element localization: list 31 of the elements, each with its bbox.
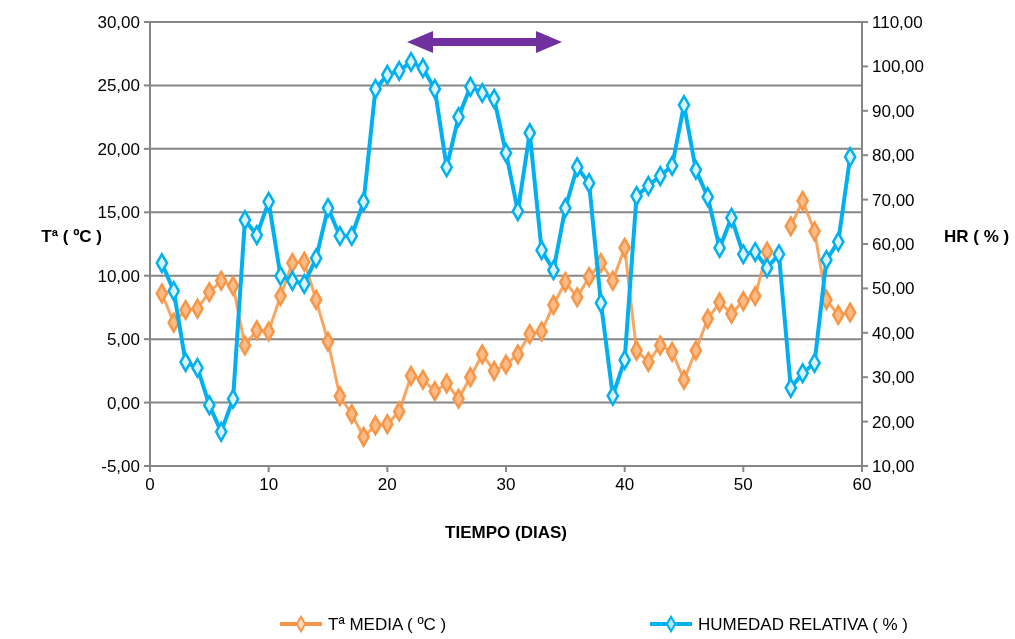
legend-label: Tª MEDIA ( ºC ) xyxy=(328,615,447,634)
x-tick-label: 60 xyxy=(852,475,872,494)
legend-label: HUMEDAD RELATIVA ( % ) xyxy=(698,615,909,634)
y-axis-title: Tª ( ºC ) xyxy=(41,227,102,246)
y2-tick-label: 110,00 xyxy=(872,12,923,32)
y2-tick-label: 90,00 xyxy=(872,101,915,121)
y-tick-label: 30,00 xyxy=(97,12,140,32)
y-tick-label: 20,00 xyxy=(97,139,140,159)
x-tick-label: 50 xyxy=(733,475,753,494)
y2-tick-label: 20,00 xyxy=(872,412,915,432)
y-tick-label: 10,00 xyxy=(97,266,140,286)
y2-tick-label: 30,00 xyxy=(872,368,915,388)
y-tick-label: 25,00 xyxy=(97,76,140,96)
y2-tick-label: 10,00 xyxy=(872,456,915,476)
y2-tick-label: 50,00 xyxy=(872,279,915,299)
y2-tick-label: 60,00 xyxy=(872,234,915,254)
y-tick-label: 15,00 xyxy=(97,203,140,223)
y2-tick-label: 100,00 xyxy=(872,57,924,77)
y-tick-label: 0,00 xyxy=(106,393,140,413)
y2-tick-label: 80,00 xyxy=(872,146,915,166)
x-tick-label: 0 xyxy=(145,475,155,494)
y2-tick-label: 70,00 xyxy=(872,190,915,210)
y-tick-label: -5,00 xyxy=(101,456,140,476)
y2-axis-title: HR ( % ) xyxy=(944,227,1010,246)
x-tick-label: 10 xyxy=(259,475,279,494)
x-tick-label: 20 xyxy=(377,475,397,494)
y2-tick-label: 40,00 xyxy=(872,323,915,343)
y-tick-label: 5,00 xyxy=(106,330,140,350)
x-tick-label: 30 xyxy=(496,475,516,494)
x-axis-title: TIEMPO (DIAS) xyxy=(445,523,567,542)
x-tick-label: 40 xyxy=(615,475,635,494)
